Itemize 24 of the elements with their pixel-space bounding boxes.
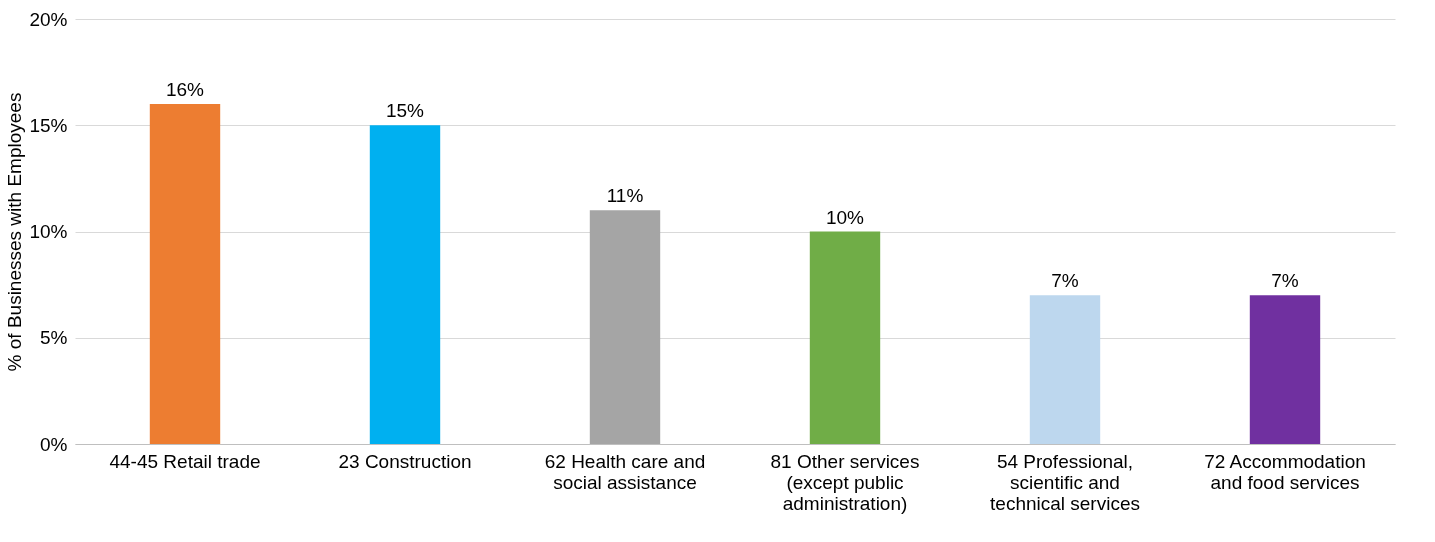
x-tick-label: 81 Other services (except public administration) [770,450,920,514]
data-label: 15% [385,100,425,122]
bar [1029,295,1101,444]
y-tick-label: 5% [40,327,68,349]
bar [149,104,221,444]
y-axis-title: % of Businesses with Employees [4,92,26,372]
x-tick-label: 72 Accommodation and food services [1204,450,1366,493]
bar [589,210,661,444]
bar [809,231,881,444]
bar [1249,295,1321,444]
y-tick-label: 20% [29,8,68,30]
data-label: 11% [606,185,644,207]
y-tick-label: 10% [29,221,68,242]
x-tick-label: 23 Construction [338,450,472,472]
x-tick-label: 54 Professional, scientific and technical services [990,450,1140,514]
y-tick-label: 0% [40,433,68,455]
x-tick-label: 44-45 Retail trade [109,450,261,472]
x-tick-label: 62 Health care and social assistance [544,450,706,493]
data-label: 7% [1271,270,1299,292]
data-label: 10% [825,206,865,228]
data-label: 7% [1051,270,1079,292]
data-label: 16% [165,79,205,100]
bar [369,125,441,444]
y-tick-label: 15% [29,114,68,136]
